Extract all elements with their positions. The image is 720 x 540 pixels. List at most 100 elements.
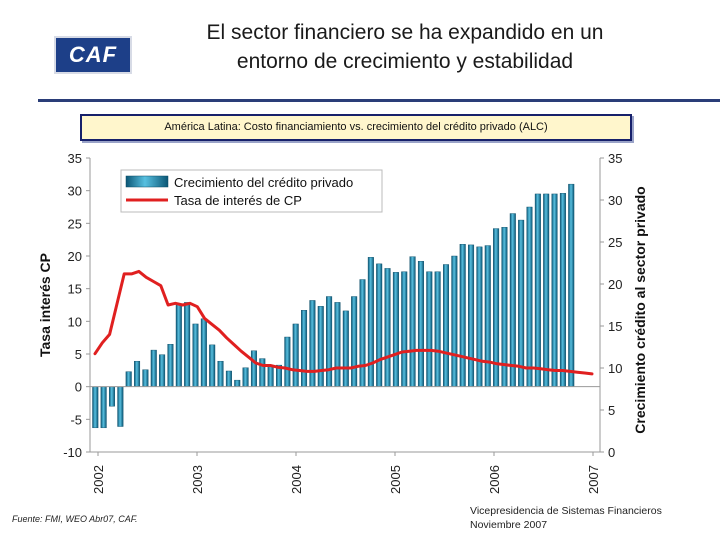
right-tick-label: 15 bbox=[608, 319, 622, 334]
credit-growth-bar bbox=[125, 371, 132, 387]
right-tick-label: 0 bbox=[608, 445, 615, 460]
title-line-2: entorno de crecimiento y estabilidad bbox=[236, 50, 574, 73]
credit-growth-bar bbox=[117, 386, 124, 427]
right-tick-label: 10 bbox=[608, 361, 622, 376]
credit-growth-bar bbox=[468, 244, 475, 387]
credit-growth-bar bbox=[376, 263, 383, 387]
credit-growth-bar bbox=[351, 296, 358, 387]
x-tick-label: 2002 bbox=[91, 465, 106, 494]
right-tick-label: 30 bbox=[608, 193, 622, 208]
left-tick-label: 20 bbox=[68, 249, 82, 264]
caf-logo: CAF bbox=[54, 36, 132, 74]
credit-growth-bar bbox=[317, 306, 324, 387]
credit-growth-bar bbox=[150, 349, 157, 387]
credit-growth-bar bbox=[184, 302, 191, 387]
credit-growth-bar bbox=[359, 279, 366, 387]
logo-text: CAF bbox=[68, 42, 118, 67]
right-tick-label: 5 bbox=[608, 403, 615, 418]
credit-growth-bar bbox=[292, 323, 299, 387]
credit-growth-bar bbox=[108, 386, 115, 407]
left-tick-label: 5 bbox=[75, 347, 82, 362]
credit-growth-bar bbox=[417, 261, 424, 387]
legend-label: Tasa de interés de CP bbox=[174, 193, 302, 208]
credit-growth-bar bbox=[451, 255, 458, 387]
x-tick-label: 2007 bbox=[586, 465, 601, 494]
credit-growth-bar bbox=[250, 350, 257, 387]
left-tick-label: 0 bbox=[75, 380, 82, 395]
credit-growth-bar bbox=[309, 300, 316, 387]
credit-growth-bar bbox=[426, 271, 433, 387]
left-axis-title: Tasa interés CP bbox=[37, 253, 53, 357]
credit-growth-bar bbox=[200, 318, 207, 387]
right-axis-title: Crecimiento crédito al sector privado bbox=[632, 186, 648, 433]
credit-growth-bar bbox=[159, 354, 166, 387]
title-line-1: El sector financiero se ha expandido en … bbox=[206, 21, 604, 44]
credit-growth-bar bbox=[401, 271, 408, 387]
credit-growth-bar bbox=[167, 344, 174, 387]
right-tick-label: 35 bbox=[608, 151, 622, 166]
credit-growth-bar bbox=[443, 264, 450, 387]
right-tick-label: 25 bbox=[608, 235, 622, 250]
bar-layer bbox=[92, 183, 575, 429]
credit-growth-bar bbox=[459, 244, 466, 387]
left-tick-label: 15 bbox=[68, 282, 82, 297]
credit-growth-bar bbox=[301, 310, 308, 387]
credit-growth-bar bbox=[192, 323, 199, 387]
credit-growth-bar bbox=[509, 213, 516, 387]
credit-growth-bar bbox=[526, 206, 533, 387]
credit-growth-bar bbox=[259, 358, 266, 387]
credit-growth-bar bbox=[284, 336, 291, 387]
left-tick-label: -5 bbox=[70, 412, 82, 427]
credit-growth-bar bbox=[434, 271, 441, 387]
credit-growth-bar bbox=[209, 344, 216, 387]
x-tick-label: 2005 bbox=[388, 465, 403, 494]
left-tick-label: 25 bbox=[68, 216, 82, 231]
credit-growth-bar bbox=[559, 193, 566, 387]
credit-growth-bar bbox=[342, 310, 349, 387]
credit-growth-bar bbox=[217, 360, 224, 387]
credit-growth-bar bbox=[534, 193, 541, 387]
x-tick-label: 2006 bbox=[487, 465, 502, 494]
credit-growth-bar bbox=[100, 386, 107, 429]
credit-growth-bar bbox=[476, 246, 483, 387]
legend-label: Crecimiento del crédito privado bbox=[174, 175, 353, 190]
footer-org-line-1: Vicepresidencia de Sistemas Financieros bbox=[470, 505, 662, 517]
credit-growth-bar bbox=[367, 257, 374, 387]
credit-growth-bar bbox=[518, 219, 525, 387]
credit-growth-bar bbox=[142, 369, 149, 387]
credit-growth-bar bbox=[175, 303, 182, 387]
credit-growth-bar bbox=[134, 360, 141, 387]
legend-bar-swatch bbox=[125, 175, 169, 188]
credit-growth-bar bbox=[242, 367, 249, 387]
title-divider bbox=[38, 99, 720, 102]
credit-growth-bar bbox=[409, 256, 416, 387]
credit-growth-bar bbox=[334, 302, 341, 387]
credit-growth-bar bbox=[92, 386, 99, 429]
credit-growth-bar bbox=[384, 268, 391, 387]
credit-growth-bar bbox=[392, 272, 399, 387]
left-tick-label: -10 bbox=[63, 445, 82, 460]
credit-growth-bar bbox=[234, 379, 241, 387]
credit-growth-bar bbox=[225, 370, 232, 387]
credit-growth-bar bbox=[484, 245, 491, 387]
credit-growth-bar bbox=[501, 227, 508, 387]
footer-org-line-2: Noviembre 2007 bbox=[470, 519, 548, 531]
credit-growth-bar bbox=[551, 193, 558, 387]
left-tick-label: 30 bbox=[68, 184, 82, 199]
credit-growth-bar bbox=[326, 296, 333, 387]
x-tick-label: 2004 bbox=[289, 465, 304, 494]
legend-layer: Crecimiento del crédito privado Tasa de i… bbox=[120, 169, 383, 213]
footer-org: Vicepresidencia de Sistemas Financieros … bbox=[470, 504, 662, 532]
x-tick-label: 2003 bbox=[190, 465, 205, 494]
axis-layer: -10 -5 0 5 10 15 20 25 30 35 0 5 10 15 20 25 30 35 Tasa in… bbox=[37, 151, 648, 494]
credit-growth-bar bbox=[543, 193, 550, 387]
source-note: Fuente: FMI, WEO Abr07, CAF. bbox=[12, 514, 138, 524]
credit-growth-bar bbox=[267, 365, 274, 387]
chart-subtitle-box: América Latina: Costo financiamiento vs.… bbox=[80, 114, 632, 141]
line-layer bbox=[93, 269, 594, 376]
credit-growth-bar bbox=[568, 183, 575, 387]
interest-rate-line bbox=[93, 269, 594, 376]
left-tick-label: 35 bbox=[68, 151, 82, 166]
right-tick-label: 20 bbox=[608, 277, 622, 292]
